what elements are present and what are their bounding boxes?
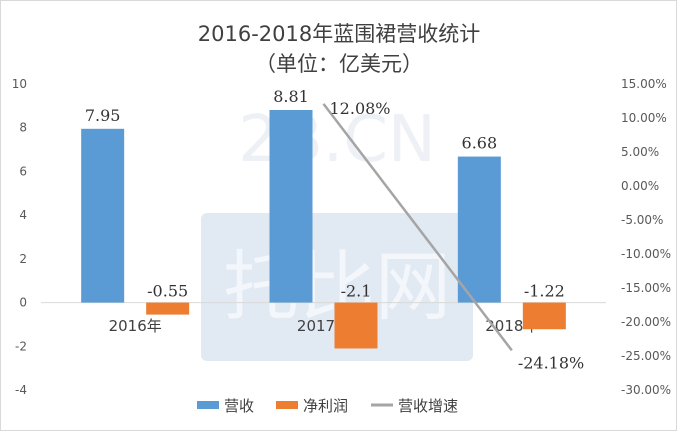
y-left-tick-label: 10 xyxy=(12,77,27,91)
growth-data-label: 12.08% xyxy=(330,99,391,118)
net-profit-data-label: -1.22 xyxy=(524,282,565,301)
axes: 10 8 6 4 2 0 -2 -4 15.00% 10.00% 5.00% 0.00% -5.00% -… xyxy=(12,77,671,397)
y-right-tick-label: 10.00% xyxy=(621,111,667,125)
watermark-box xyxy=(201,213,473,361)
chart-title: 2016-2018年蓝围裙营收统计 xyxy=(198,22,480,46)
x-category-label: 2016年 xyxy=(109,317,162,335)
y-right-tick-label: 15.00% xyxy=(621,77,667,91)
revenue-bar xyxy=(81,128,125,303)
y-left-tick-label: 6 xyxy=(19,164,27,178)
net-profit-data-label: -0.55 xyxy=(147,282,188,301)
y-left-tick-label: 0 xyxy=(19,296,27,310)
net-profit-data-label: -2.1 xyxy=(341,282,372,301)
revenue-bar xyxy=(269,110,313,303)
y-left-tick-label: 8 xyxy=(19,121,27,135)
legend: 营收 净利润 营收增速 xyxy=(197,397,458,415)
y-right-tick-label: -15.00% xyxy=(621,281,671,295)
y-left-tick-label: -4 xyxy=(15,383,27,397)
y-right-tick-label: -30.00% xyxy=(621,383,671,397)
data-labels: 7.95 8.81 6.68 -0.55 -2.1 -1.22 12.08% -24.18% xyxy=(85,87,584,372)
net-profit-bar xyxy=(146,302,190,315)
legend-entry: 净利润 xyxy=(303,397,348,415)
legend-swatch xyxy=(276,401,298,409)
bars xyxy=(81,110,566,349)
revenue-data-label: 7.95 xyxy=(85,106,121,125)
y-right-tick-label: -5.00% xyxy=(621,213,663,227)
y-right-tick-label: -10.00% xyxy=(621,247,671,261)
net-profit-bar xyxy=(334,302,378,349)
legend-entry: 营收 xyxy=(224,397,254,415)
revenue-bar xyxy=(457,156,501,303)
y-left-tick-label: 4 xyxy=(19,208,27,222)
y-right-tick-label: -25.00% xyxy=(621,349,671,363)
y-right-tick-label: 0.00% xyxy=(621,179,659,193)
y-right-tick-label: -20.00% xyxy=(621,315,671,329)
legend-swatch xyxy=(197,401,219,409)
y-left-tick-label: -2 xyxy=(15,339,27,353)
y-right-tick-label: 5.00% xyxy=(621,145,659,159)
chart-subtitle: （单位：亿美元） xyxy=(255,52,423,76)
y-left-tick-label: 2 xyxy=(19,252,27,266)
revenue-data-label: 6.68 xyxy=(462,134,498,153)
legend-entry: 营收增速 xyxy=(398,397,458,415)
growth-line-path xyxy=(322,103,513,352)
growth-line xyxy=(322,103,513,352)
net-profit-bar xyxy=(522,302,566,330)
growth-data-label: -24.18% xyxy=(518,353,584,372)
revenue-data-label: 8.81 xyxy=(273,87,309,106)
